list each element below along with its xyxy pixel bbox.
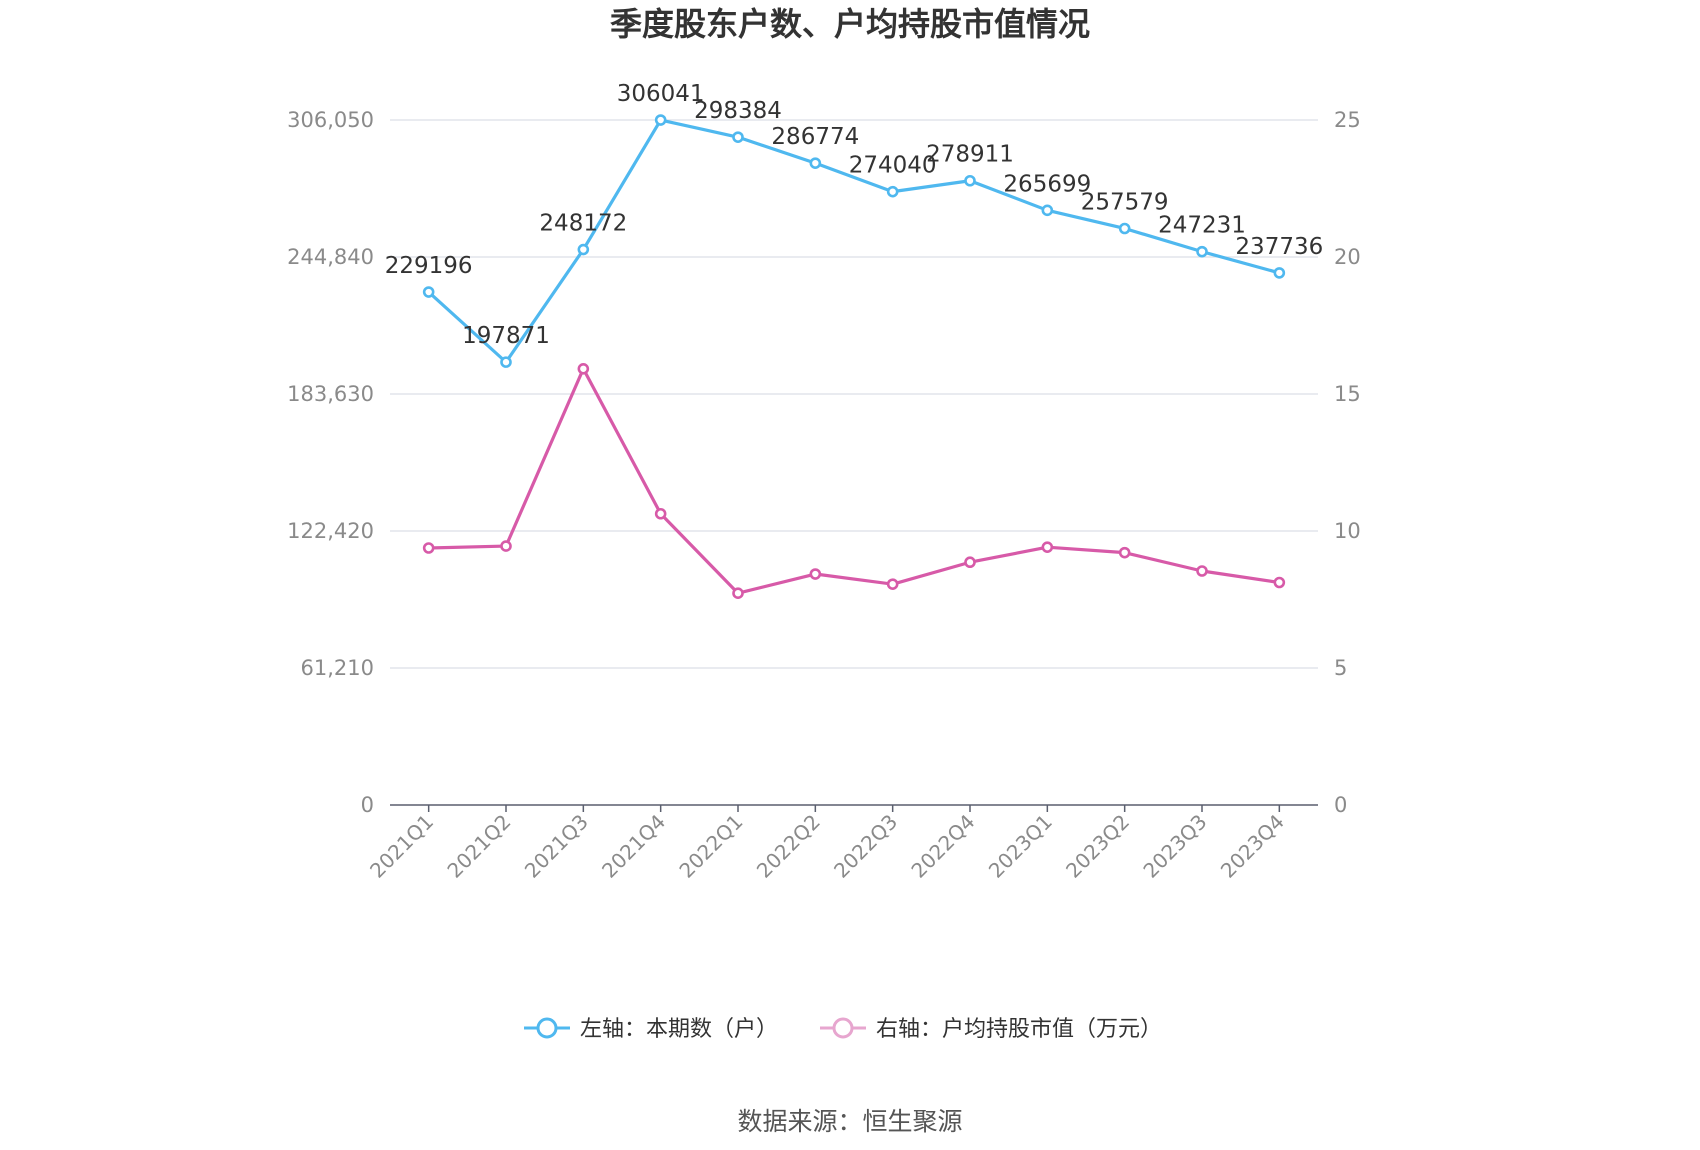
data-point-0[interactable] [1118,222,1131,235]
legend-marker-households [536,1017,558,1039]
right-tick-label: 20 [1334,245,1361,269]
x-tick-label: 2023Q1 [984,810,1057,883]
data-point-1[interactable] [422,542,435,554]
data-point-0[interactable] [809,157,822,169]
x-tick-label: 2021Q3 [520,810,593,883]
data-source: 数据来源：恒生聚源 [737,1107,962,1136]
left-axis-ticks: 0 61,210 122,420 183,630 244,840 306,050 [287,108,374,817]
data-point-1[interactable] [1196,565,1208,577]
data-label: 298384 [694,98,782,124]
data-point-0[interactable] [732,131,744,143]
series-line-1 [428,367,1280,595]
data-label: 286774 [771,124,859,150]
data-point-0[interactable] [577,243,590,256]
data-label: 197871 [462,323,550,349]
data-point-1[interactable] [500,540,512,552]
data-point-1[interactable] [1273,576,1286,589]
left-tick-label: 0 [361,793,374,817]
data-point-0[interactable] [422,286,435,298]
data-label: 247231 [1158,213,1246,239]
data-point-0[interactable] [1041,204,1054,217]
left-tick-label: 61,210 [301,656,374,680]
x-axis: 2021Q1 2021Q2 2021Q3 2021Q4 2022Q1 2022Q2 2022… [365,804,1318,883]
data-point-0[interactable] [654,114,667,126]
data-point-1[interactable] [577,362,590,375]
legend-label-households: 左轴：本期数（户） [580,1017,778,1042]
legend-item-households[interactable]: 左轴：本期数（户） [524,1017,778,1042]
data-point-0[interactable] [886,185,899,198]
x-tick-label: 2023Q4 [1216,810,1289,883]
series-line-0 [427,118,1280,364]
left-tick-label: 306,050 [287,108,374,132]
data-label: 265699 [1003,171,1091,197]
gridlines [390,119,1318,669]
x-tick-label: 2023Q3 [1138,810,1211,883]
x-tick-label: 2022Q2 [752,810,825,883]
data-label: 278911 [926,142,1014,168]
data-point-0[interactable] [500,356,512,368]
right-tick-label: 5 [1334,656,1347,680]
x-tick-label: 2022Q1 [674,810,747,883]
data-point-1[interactable] [654,507,667,520]
data-point-1[interactable] [809,568,822,580]
data-point-0[interactable] [1273,267,1286,279]
data-label: 229196 [385,253,473,279]
data-point-1[interactable] [964,556,976,569]
legend-marker-market-value [832,1017,854,1039]
right-tick-label: 10 [1334,519,1361,543]
data-point-0[interactable] [1196,245,1208,258]
legend: 左轴：本期数（户） 右轴：户均持股市值（万元） [524,1017,1162,1042]
data-label: 237736 [1235,234,1323,260]
data-label: 257579 [1081,189,1169,215]
x-tick-label: 2023Q2 [1061,810,1134,883]
x-tick-label: 2021Q2 [442,810,515,883]
data-label: 306041 [617,81,705,107]
chart-title: 季度股东户数、户均持股市值情况 [610,5,1090,43]
right-tick-label: 25 [1334,108,1361,132]
data-point-1[interactable] [886,578,899,590]
data-point-1[interactable] [732,587,744,599]
right-axis-ticks: 0 5 10 15 20 25 [1334,108,1361,817]
data-label: 274040 [849,153,937,179]
x-tick-label: 2022Q4 [906,810,979,883]
legend-item-market-value[interactable]: 右轴：户均持股市值（万元） [820,1017,1162,1042]
right-tick-label: 0 [1334,793,1347,817]
right-tick-label: 15 [1334,382,1361,406]
left-tick-label: 244,840 [287,245,374,269]
left-tick-label: 183,630 [287,382,374,406]
series-layer [422,114,1286,599]
x-tick-label: 2022Q3 [829,810,902,883]
data-point-0[interactable] [964,174,976,187]
x-tick-label: 2021Q1 [365,810,438,883]
data-point-1[interactable] [1041,541,1054,553]
left-tick-label: 122,420 [287,519,374,543]
legend-label-market-value: 右轴：户均持股市值（万元） [876,1017,1162,1042]
data-point-1[interactable] [1118,546,1131,559]
x-tick-label: 2021Q4 [597,810,670,883]
data-label: 248172 [539,211,627,237]
